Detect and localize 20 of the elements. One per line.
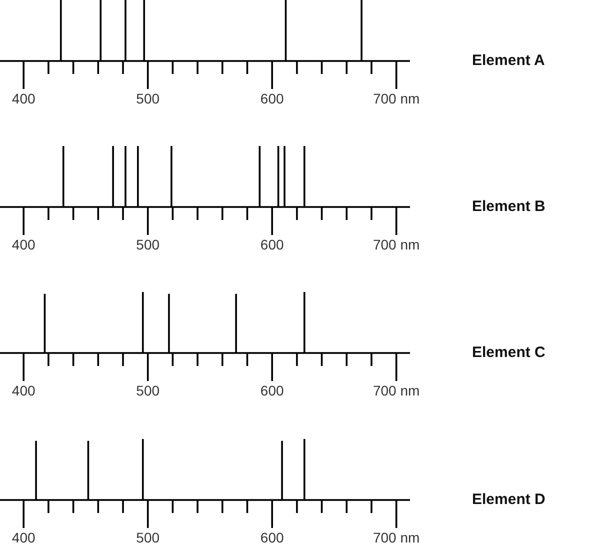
text: Element A xyxy=(472,52,545,69)
text: Element D xyxy=(472,490,546,508)
x-tick-label: 400 xyxy=(12,529,36,546)
x-tick-label: 700 nm xyxy=(372,90,420,107)
x-tick-label: 600 xyxy=(260,529,284,546)
text: Element C xyxy=(472,344,546,362)
x-tick-label: 400 xyxy=(12,382,36,399)
x-tick-label: 600 xyxy=(260,382,284,399)
x-tick-label: 400 xyxy=(12,236,36,253)
x-tick-label: 700 nm xyxy=(372,529,420,546)
x-tick-label: 600 xyxy=(260,236,284,253)
x-tick-label: 500 xyxy=(136,90,160,107)
x-tick-label: 500 xyxy=(136,382,160,399)
text: Element B xyxy=(472,198,546,215)
x-tick-label: 600 xyxy=(260,90,284,107)
x-tick-label: 700 nm xyxy=(372,236,420,253)
x-tick-label: 700 nm xyxy=(372,382,420,399)
x-tick-label: 500 xyxy=(136,236,160,253)
x-tick-label: 500 xyxy=(136,529,160,546)
x-tick-label: 400 xyxy=(12,90,36,107)
